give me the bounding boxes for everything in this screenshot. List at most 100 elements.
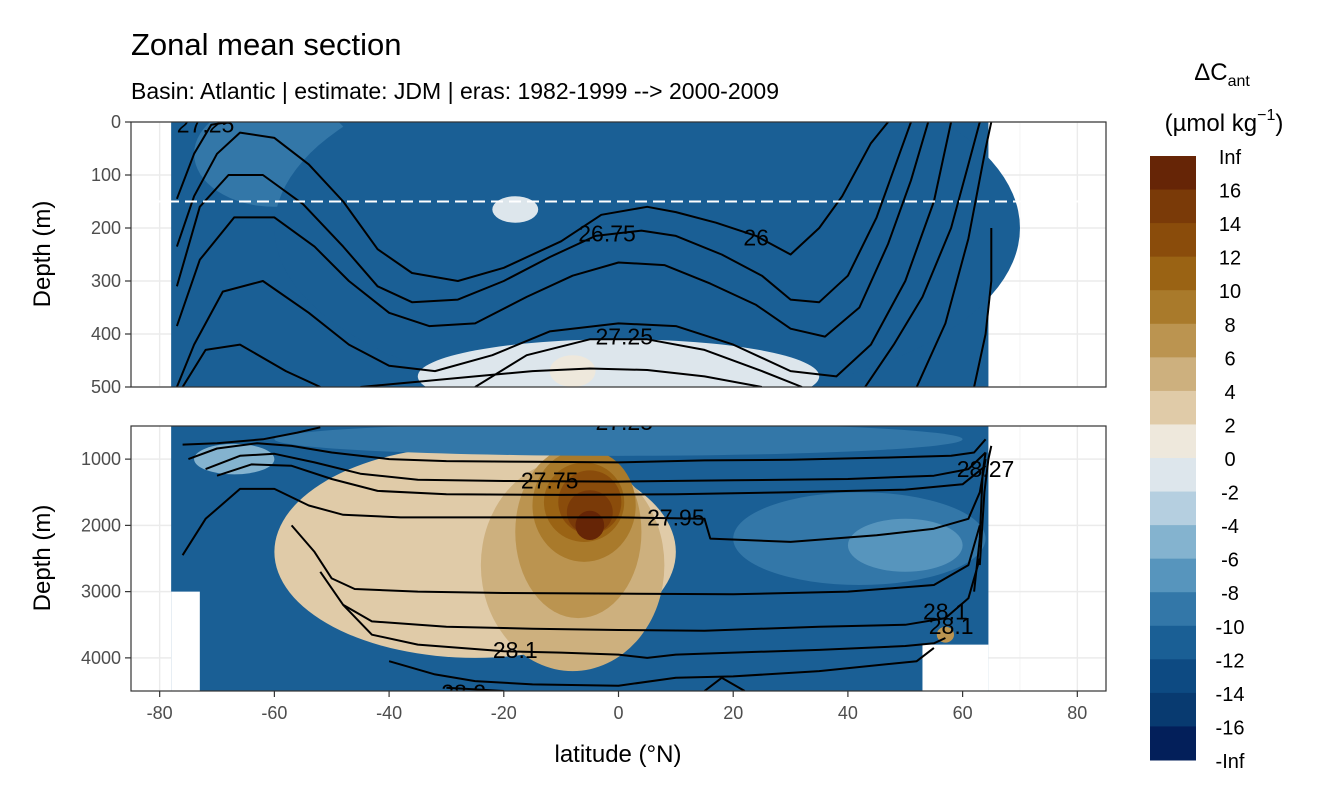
- legend-label: -6: [1221, 550, 1239, 572]
- x-tick-label: 0: [613, 703, 623, 723]
- y-tick-label: 0: [111, 112, 121, 132]
- legend-swatch: [1150, 726, 1196, 761]
- isopycnal-iso-d: [175, 122, 930, 338]
- isopycnal-iso-j: [915, 122, 993, 387]
- x-tick-label: 80: [1067, 703, 1087, 723]
- legend-title-main: ΔC: [1194, 59, 1227, 86]
- legend-label: -10: [1216, 617, 1245, 639]
- isopycnal-iso-c: [175, 122, 912, 304]
- legend-label: 2: [1224, 415, 1235, 437]
- contour-label: 27.25: [595, 324, 653, 350]
- isopycnal-iso-q: [290, 524, 981, 596]
- legend: ΔCant (µmol kg−1) Inf 16 14 12 10 8 6 4 2 0 -2 -4 -6…: [1150, 59, 1283, 773]
- legend-swatch: [1150, 390, 1196, 425]
- legend-swatch: [1150, 692, 1196, 727]
- contour-label: 27.25: [595, 409, 653, 435]
- contour-label: 28.2: [441, 679, 486, 705]
- y-tick-label: 500: [91, 377, 121, 397]
- isopycnal-iso-w: [973, 452, 987, 592]
- legend-label: 14: [1219, 214, 1241, 236]
- legend-swatch: [1150, 357, 1196, 392]
- isopycnal-iso-k: [973, 228, 993, 387]
- y-tick-label: 300: [91, 271, 121, 291]
- field-patch: [575, 510, 605, 540]
- legend-label: -4: [1221, 516, 1239, 538]
- isopycnal-iso-f: [181, 343, 321, 387]
- field-patch: [847, 518, 963, 572]
- legend-label: -16: [1216, 717, 1245, 739]
- field-patch: [492, 196, 539, 223]
- isopycnal-iso-t: [388, 647, 935, 687]
- legend-swatch: [1150, 625, 1196, 660]
- y-tick-label: 1000: [81, 449, 121, 469]
- y-tick-label: 2000: [81, 515, 121, 535]
- legend-label: -2: [1221, 483, 1239, 505]
- isopycnal-iso-m: [188, 438, 987, 464]
- x-tick-label: 20: [723, 703, 743, 723]
- legend-colorbar: [1150, 156, 1196, 761]
- legend-label: -12: [1216, 650, 1245, 672]
- contour-label: 26: [743, 225, 769, 251]
- y-axis-label-lower: Depth (m): [29, 505, 56, 612]
- upper-panel: 27.25 26.75 26 27.25 0 100 200 300 400 500: [91, 112, 1107, 397]
- upper-contour-labels: 27.25 26.75 26 27.25: [177, 112, 769, 350]
- isopycnal-iso-b: [175, 122, 889, 282]
- legend-swatch: [1150, 525, 1196, 560]
- y-tick-label: 3000: [81, 582, 121, 602]
- legend-label: 16: [1219, 181, 1241, 203]
- x-tick-label: 60: [953, 703, 973, 723]
- legend-swatch: [1150, 424, 1196, 459]
- legend-unit: (µmol kg−1): [1165, 107, 1284, 137]
- upper-anomaly-field: [171, 122, 1020, 387]
- isopycnal-iso-l: [182, 426, 321, 446]
- isopycnal-iso-o: [216, 463, 987, 496]
- legend-swatch: [1150, 290, 1196, 325]
- x-tick-label: -60: [261, 703, 287, 723]
- x-tick-label: 40: [838, 703, 858, 723]
- y-tick-label: 200: [91, 218, 121, 238]
- missing-data-mask: [922, 644, 989, 691]
- upper-isopycnals: [175, 122, 993, 387]
- isopycnal-iso-e: [175, 122, 953, 387]
- legend-swatch: [1150, 458, 1196, 493]
- chart-title: Zonal mean section: [131, 27, 402, 62]
- isopycnal-iso-i: [864, 122, 981, 387]
- lower-isopycnals: [181, 426, 993, 691]
- isopycnal-iso-h: [474, 338, 803, 387]
- legend-unit-main: (µmol kg: [1165, 110, 1258, 137]
- contour-label: 28.1: [493, 637, 538, 663]
- y-axis-label-upper: Depth (m): [29, 201, 56, 308]
- field-patch: [549, 355, 596, 387]
- legend-swatch: [1150, 223, 1196, 258]
- isopycnal-iso-s: [342, 604, 946, 659]
- lower-anomaly-field: [171, 426, 989, 691]
- isopycnal-iso-a: [175, 122, 229, 200]
- x-tick-label: -80: [147, 703, 173, 723]
- legend-label: Inf: [1219, 147, 1242, 169]
- legend-swatch: [1150, 189, 1196, 224]
- isopycnal-iso-p: [181, 458, 987, 556]
- field-patch: [274, 122, 1020, 387]
- contour-label: 27.25: [177, 112, 235, 138]
- legend-label: -8: [1221, 583, 1239, 605]
- y-tick-label: 400: [91, 324, 121, 344]
- chart-subtitle: Basin: Atlantic | estimate: JDM | eras: …: [131, 78, 779, 104]
- field-patch: [417, 339, 820, 387]
- legend-swatch: [1150, 256, 1196, 291]
- isopycnal-iso-x: [978, 445, 993, 566]
- contour-label: 27.75: [521, 467, 579, 493]
- legend-label: 4: [1224, 382, 1235, 404]
- legend-swatch: [1150, 491, 1196, 526]
- legend-label: -Inf: [1216, 751, 1245, 773]
- lower-y-axis: 1000 2000 3000 4000: [81, 449, 131, 668]
- legend-label: 0: [1224, 449, 1235, 471]
- y-tick-label: 4000: [81, 648, 121, 668]
- contour-label: 27.95: [647, 504, 705, 530]
- legend-swatch: [1150, 558, 1196, 593]
- contour-label: 28.27: [957, 456, 1015, 482]
- legend-label: 12: [1219, 248, 1241, 270]
- legend-swatch: [1150, 659, 1196, 694]
- upper-panel-border: [130, 121, 1107, 388]
- legend-title: ΔCant: [1194, 59, 1250, 90]
